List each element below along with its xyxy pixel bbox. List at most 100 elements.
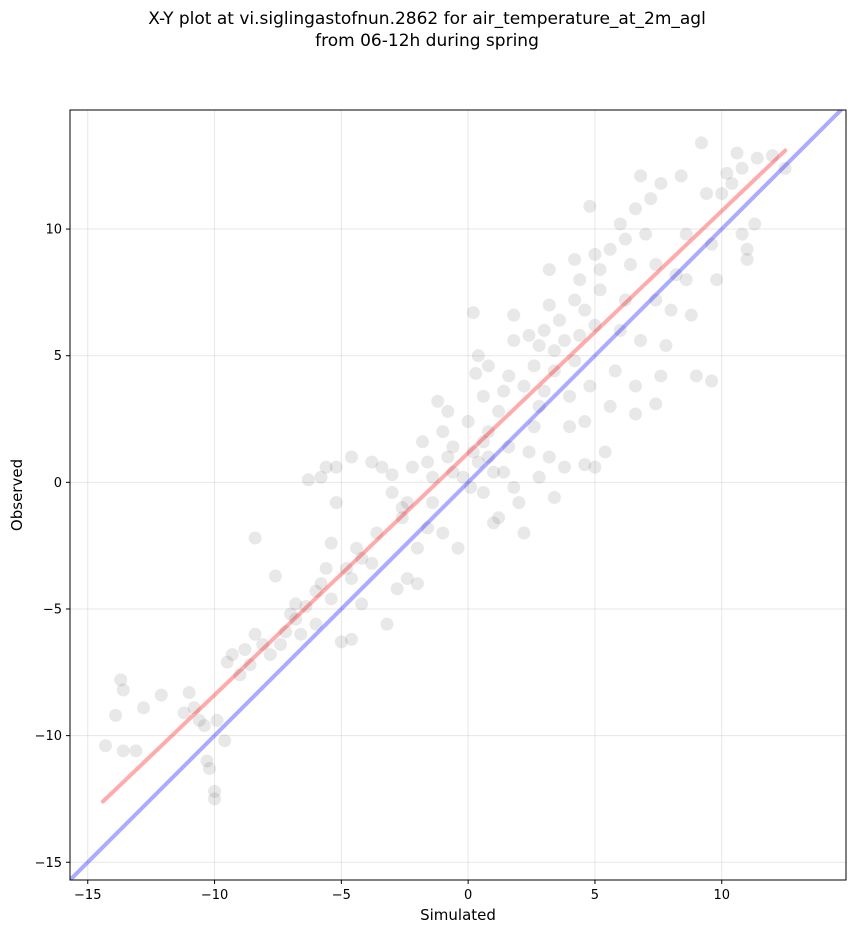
- data-point: [517, 379, 531, 393]
- data-point: [603, 399, 617, 413]
- data-point: [654, 176, 668, 190]
- data-point: [466, 306, 480, 320]
- data-point: [507, 308, 521, 322]
- data-point: [735, 227, 749, 241]
- data-point: [365, 455, 379, 469]
- data-point: [649, 258, 663, 272]
- data-point: [623, 258, 637, 272]
- data-point: [522, 328, 536, 342]
- data-point: [481, 450, 495, 464]
- identity-line: [70, 110, 844, 880]
- data-point: [225, 648, 239, 662]
- data-points: [99, 136, 792, 806]
- data-point: [421, 455, 435, 469]
- data-point: [461, 415, 475, 429]
- data-point: [248, 531, 262, 545]
- data-point: [669, 268, 683, 282]
- data-point: [421, 521, 435, 535]
- data-point: [256, 637, 270, 651]
- data-point: [573, 328, 587, 342]
- data-point: [469, 366, 483, 380]
- data-point: [578, 303, 592, 317]
- data-point: [629, 407, 643, 421]
- data-point: [639, 227, 653, 241]
- data-point: [537, 323, 551, 337]
- data-point: [375, 460, 389, 474]
- data-point: [197, 718, 211, 732]
- data-point: [552, 313, 566, 327]
- data-point: [243, 658, 257, 672]
- data-point: [740, 252, 754, 266]
- data-point: [507, 333, 521, 347]
- data-point: [598, 445, 612, 459]
- data-point: [750, 151, 764, 165]
- data-point: [218, 734, 232, 748]
- data-point: [114, 673, 128, 687]
- fit-line: [100, 148, 788, 804]
- data-point: [613, 217, 627, 231]
- data-point: [476, 389, 490, 403]
- data-point: [487, 465, 501, 479]
- data-point: [319, 561, 333, 575]
- x-tick-label: −15: [74, 888, 101, 903]
- y-axis-label: Observed: [8, 459, 26, 531]
- data-point: [715, 187, 729, 201]
- data-point: [464, 480, 478, 494]
- data-point: [629, 379, 643, 393]
- chart-title-line-2: from 06-12h during spring: [315, 31, 539, 51]
- data-point: [177, 706, 191, 720]
- data-point: [380, 617, 394, 631]
- data-point: [659, 339, 673, 353]
- data-point: [588, 460, 602, 474]
- data-point: [517, 526, 531, 540]
- data-point: [314, 577, 328, 591]
- data-point: [192, 713, 206, 727]
- data-point: [684, 308, 698, 322]
- data-point: [765, 149, 779, 163]
- data-point: [210, 713, 224, 727]
- data-point: [537, 384, 551, 398]
- data-point: [395, 501, 409, 515]
- data-point: [329, 496, 343, 510]
- data-point: [618, 232, 632, 246]
- data-point: [436, 425, 450, 439]
- data-point: [410, 577, 424, 591]
- data-point: [415, 435, 429, 449]
- data-point: [116, 744, 130, 758]
- data-point: [634, 333, 648, 347]
- data-point: [563, 420, 577, 434]
- data-point: [778, 161, 792, 175]
- grid-lines: [70, 110, 846, 880]
- y-tick-label: 10: [45, 223, 62, 238]
- data-point: [426, 470, 440, 484]
- axis-ticks: −15 −10 −5 0 5 10 −15 −10 −5 0 5 10: [35, 223, 730, 903]
- data-point: [137, 701, 151, 715]
- data-point: [431, 394, 445, 408]
- data-point: [476, 485, 490, 499]
- data-point: [446, 465, 460, 479]
- data-point: [154, 688, 168, 702]
- data-point: [547, 491, 561, 505]
- data-point: [385, 468, 399, 482]
- y-tick-label: 0: [54, 476, 62, 491]
- data-point: [527, 420, 541, 434]
- data-point: [547, 344, 561, 358]
- data-point: [309, 617, 323, 631]
- data-point: [116, 683, 130, 697]
- data-point: [268, 569, 282, 583]
- data-point: [512, 496, 526, 510]
- data-point: [664, 303, 678, 317]
- data-point: [324, 536, 338, 550]
- data-point: [200, 754, 214, 768]
- data-point: [542, 450, 556, 464]
- data-point: [492, 404, 506, 418]
- data-point: [476, 435, 490, 449]
- data-point: [294, 627, 308, 641]
- data-point: [558, 460, 572, 474]
- data-point: [220, 655, 234, 669]
- data-point: [344, 572, 358, 586]
- data-point: [233, 668, 247, 682]
- data-point: [289, 612, 303, 626]
- data-point: [481, 359, 495, 373]
- data-point: [400, 496, 414, 510]
